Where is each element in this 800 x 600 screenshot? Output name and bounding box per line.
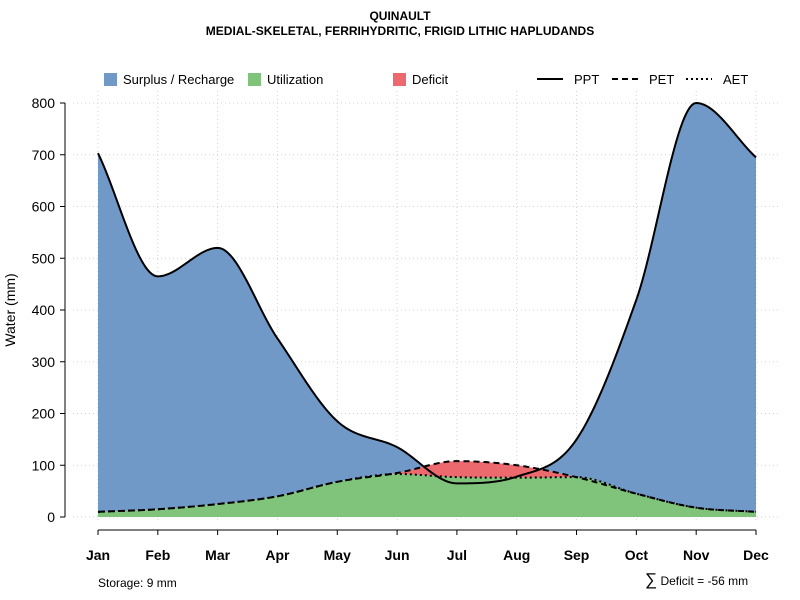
deficit-area	[98, 461, 756, 512]
y-tick-label-100: 100	[32, 457, 56, 473]
legend-surplus-label: Surplus / Recharge	[123, 72, 234, 87]
legend-utilization-label: Utilization	[267, 72, 323, 87]
x-tick-label-mar: Mar	[205, 547, 230, 563]
x-tick-label-feb: Feb	[145, 547, 170, 563]
deficit-total: Deficit = -56 mm	[660, 574, 749, 588]
y-axis-label: Water (mm)	[2, 273, 18, 346]
legend-deficit-swatch	[393, 73, 406, 86]
y-axis: 0 100 200 300 400 500 600 700 800 Water (mm)	[2, 95, 66, 525]
x-tick-label-jan: Jan	[86, 547, 110, 563]
legend-aet-label: AET	[723, 72, 748, 87]
legend: Surplus / Recharge Utilization Deficit PPT P…	[104, 72, 748, 87]
storage-note: Storage: 9 mm	[98, 576, 177, 590]
x-tick-label-oct: Oct	[625, 547, 649, 563]
sum-icon: ∑	[645, 570, 658, 589]
x-tick-label-apr: Apr	[265, 547, 290, 563]
chart-subtitle: MEDIAL-SKELETAL, FERRIHYDRITIC, FRIGID L…	[205, 24, 595, 38]
x-tick-label-aug: Aug	[503, 547, 530, 563]
surplus-area	[98, 103, 756, 512]
x-tick-label-may: May	[324, 547, 351, 563]
y-tick-label-600: 600	[32, 199, 56, 215]
pet-line	[97, 460, 757, 513]
y-tick-label-500: 500	[32, 250, 56, 266]
utilization-area	[98, 474, 756, 517]
x-tick-label-dec: Dec	[743, 547, 769, 563]
y-tick-label-800: 800	[32, 95, 56, 111]
x-tick-label-jul: Jul	[447, 547, 467, 563]
legend-utilization-swatch	[248, 73, 261, 86]
legend-surplus-swatch	[104, 73, 117, 86]
chart-title: QUINAULT	[369, 9, 431, 23]
ppt-line	[97, 101, 757, 485]
y-tick-label-0: 0	[47, 509, 55, 525]
x-tick-label-nov: Nov	[683, 547, 710, 563]
y-tick-label-200: 200	[32, 406, 56, 422]
x-tick-label-jun: Jun	[385, 547, 410, 563]
x-tick-label-sep: Sep	[564, 547, 590, 563]
y-tick-label-700: 700	[32, 147, 56, 163]
x-axis: Jan Feb Mar Apr May Jun Jul Aug Sep Oct Nov Dec	[86, 529, 769, 563]
legend-deficit-label: Deficit	[412, 72, 449, 87]
y-tick-label-400: 400	[32, 302, 56, 318]
legend-pet-label: PET	[649, 72, 674, 87]
deficit-note: ∑ Deficit = -56 mm	[645, 570, 748, 590]
y-tick-label-300: 300	[32, 354, 56, 370]
legend-ppt-label: PPT	[574, 72, 599, 87]
